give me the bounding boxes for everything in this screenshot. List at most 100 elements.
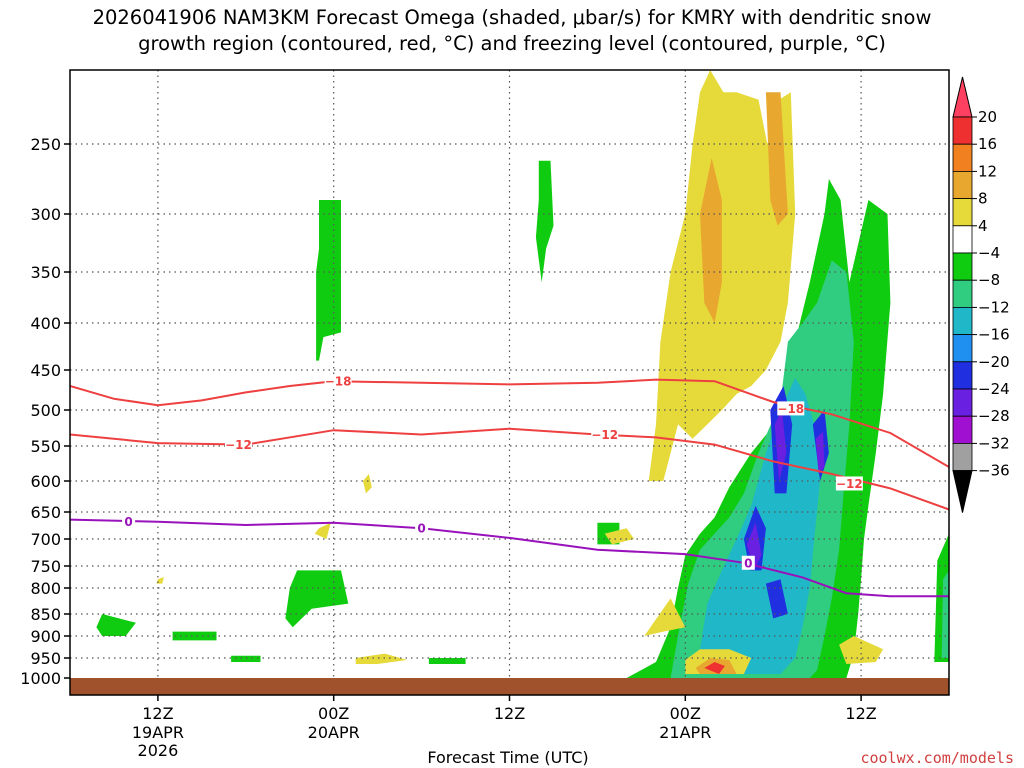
contour-label-bg bbox=[324, 374, 352, 389]
pressure-axis: 250 300 350 400 450 500 550 600 650 700 750 800 850 9… bbox=[20, 135, 70, 688]
x-tick-label: 12Z bbox=[494, 704, 525, 723]
omega-region-sink-yellow-d bbox=[314, 522, 331, 539]
omega-region-sink-red-a bbox=[704, 662, 725, 674]
colorbar-label: −36 bbox=[978, 462, 1010, 480]
contour-label: −12 bbox=[836, 477, 863, 491]
contour-label-bg bbox=[415, 521, 429, 536]
y-tick-label-1000: 1000 bbox=[20, 669, 61, 688]
colorbar-swatch bbox=[952, 415, 973, 444]
x-tick-sublabel: 20APR bbox=[308, 723, 360, 742]
colorbar-swatch bbox=[952, 143, 973, 172]
colorbar-label: −24 bbox=[978, 380, 1010, 398]
x-tick-sublabel: 2026 bbox=[138, 741, 179, 760]
x-tick-label: 00Z bbox=[318, 704, 349, 723]
omega-region-rise-green-a bbox=[316, 200, 341, 361]
contour-label-bg bbox=[741, 555, 755, 570]
y-tick-label-950: 950 bbox=[30, 649, 61, 668]
y-tick-label-350: 350 bbox=[30, 263, 61, 282]
contour-label: −18 bbox=[777, 402, 804, 416]
ground-bar bbox=[70, 678, 949, 695]
colorbar-top-arrow bbox=[952, 76, 973, 118]
contour-label: 0 bbox=[744, 556, 752, 570]
y-tick-label-450: 450 bbox=[30, 361, 61, 380]
y-tick-label-650: 650 bbox=[30, 503, 61, 522]
omega-region-sink-yellow-b bbox=[604, 528, 634, 545]
colorbar-label: −16 bbox=[978, 326, 1010, 344]
x-tick-label: 00Z bbox=[670, 704, 701, 723]
omega-region-sink-yellow-c bbox=[644, 598, 686, 636]
colorbar-label: 12 bbox=[978, 162, 997, 180]
omega-region-sink-yellow-h bbox=[363, 474, 372, 494]
colorbar-swatch bbox=[952, 306, 973, 335]
x-axis-label: Forecast Time (UTC) bbox=[427, 748, 588, 767]
colorbar-label: −4 bbox=[978, 244, 1000, 262]
colorbar-label: −20 bbox=[978, 353, 1010, 371]
colorbar-label: −12 bbox=[978, 298, 1010, 316]
colorbar-bottom-arrow bbox=[952, 470, 973, 513]
colorbar: 20 16 12 8 4 −4 −8 −12 −16 −20 −24 −28 −32 −36 bbox=[952, 76, 1010, 513]
omega-region-rise-green-d bbox=[96, 614, 136, 636]
omega-region-rise-green-c bbox=[285, 570, 349, 628]
contour-label: 0 bbox=[124, 515, 132, 529]
omega-region-sink-yellow-e bbox=[355, 653, 407, 664]
omega-region-rise-blue-d bbox=[765, 579, 788, 619]
colorbar-swatch bbox=[952, 116, 973, 145]
y-tick-label-800: 800 bbox=[30, 579, 61, 598]
contour-labels: −18 −18 −12 −12 −12 0 0 0 bbox=[122, 374, 863, 570]
y-tick-label-400: 400 bbox=[30, 314, 61, 333]
colorbar-label: −28 bbox=[978, 407, 1010, 425]
y-tick-label-550: 550 bbox=[30, 437, 61, 456]
colorbar-swatch bbox=[952, 361, 973, 390]
credit-text[interactable]: coolwx.com/models bbox=[860, 749, 1014, 767]
chart-title-line-2: growth region (contoured, red, °C) and f… bbox=[138, 32, 886, 55]
colorbar-label: −8 bbox=[978, 271, 1000, 289]
chart-title-line-1: 2026041906 NAM3KM Forecast Omega (shaded… bbox=[93, 6, 932, 29]
contour-label: −18 bbox=[325, 375, 352, 389]
colorbar-swatch bbox=[952, 170, 973, 199]
omega-region-rise-violet-c bbox=[815, 431, 825, 474]
omega-region-sink-yellow-f bbox=[839, 636, 884, 664]
colorbar-swatch bbox=[952, 442, 973, 471]
colorbar-swatch bbox=[952, 198, 973, 227]
omega-region-rise-green-b bbox=[535, 160, 554, 283]
omega-shading bbox=[96, 70, 949, 678]
y-tick-label-300: 300 bbox=[30, 205, 61, 224]
contour-freezing-level bbox=[70, 518, 949, 598]
colorbar-swatch bbox=[952, 388, 973, 417]
colorbar-label: 20 bbox=[978, 108, 997, 126]
colorbar-label: 4 bbox=[978, 217, 988, 235]
contour-label-bg bbox=[224, 437, 252, 452]
y-tick-label-500: 500 bbox=[30, 401, 61, 420]
colorbar-label: 16 bbox=[978, 135, 997, 153]
omega-region-rise-green-e bbox=[172, 631, 217, 641]
colorbar-label: 8 bbox=[978, 190, 988, 208]
x-tick-sublabel: 21APR bbox=[659, 723, 711, 742]
contour-label: −12 bbox=[225, 438, 252, 452]
x-tick-label: 12Z bbox=[845, 704, 876, 723]
colorbar-swatch bbox=[952, 334, 973, 363]
contour-label-bg bbox=[777, 401, 805, 416]
omega-region-rise-violet-a bbox=[746, 522, 762, 571]
omega-region-rise-green-f bbox=[231, 655, 261, 662]
y-tick-label-250: 250 bbox=[30, 135, 61, 154]
omega-region-rise-green-g bbox=[428, 658, 466, 664]
contour-label-bg bbox=[835, 476, 863, 491]
contour-label-bg bbox=[591, 427, 619, 442]
contour-label-bg bbox=[122, 514, 136, 529]
y-tick-label-600: 600 bbox=[30, 472, 61, 491]
contour-label: −12 bbox=[591, 428, 618, 442]
y-tick-label-900: 900 bbox=[30, 627, 61, 646]
colorbar-label: −32 bbox=[978, 434, 1010, 452]
x-tick-label: 12Z bbox=[142, 704, 173, 723]
contour-label: 0 bbox=[417, 522, 425, 536]
colorbar-swatch bbox=[952, 279, 973, 308]
x-tick-sublabel: 19APR bbox=[132, 723, 184, 742]
y-tick-label-850: 850 bbox=[30, 605, 61, 624]
omega-region-sink-orange-a bbox=[700, 158, 722, 323]
colorbar-swatch bbox=[952, 225, 973, 254]
omega-region-sink-orange-b bbox=[765, 92, 788, 226]
colorbar-swatch bbox=[952, 252, 973, 281]
y-tick-label-700: 700 bbox=[30, 530, 61, 549]
